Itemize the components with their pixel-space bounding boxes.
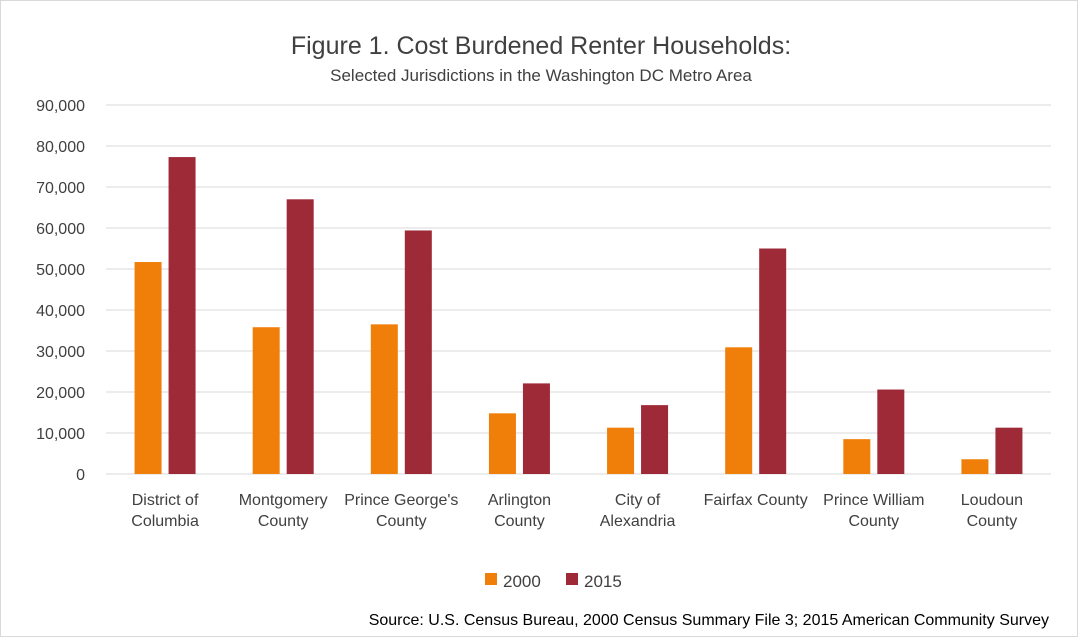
- legend-label-2015: 2015: [584, 572, 622, 591]
- y-tick-label: 10,000: [36, 426, 85, 443]
- bar-2015: [168, 157, 196, 474]
- x-tick-label: Prince George's County: [344, 492, 458, 530]
- y-tick-label: 60,000: [36, 221, 85, 238]
- x-tick-label-line: City of: [615, 492, 661, 509]
- source-note: Source: U.S. Census Bureau, 2000 Census …: [369, 612, 1049, 629]
- bar-2000: [252, 327, 280, 474]
- legend-swatch-2000: [485, 573, 497, 585]
- x-tick-label-line: Loudoun: [961, 492, 1023, 509]
- bar-2000: [607, 427, 635, 474]
- bar-2015: [522, 383, 550, 474]
- x-tick-label-line: District of: [132, 492, 199, 509]
- x-tick-label-line: Arlington: [488, 492, 551, 509]
- y-axis-ticks: 0 10,000 20,000 30,000 40,000 50,000 60,000 70,…: [36, 98, 85, 484]
- x-tick-label-line: County: [494, 513, 545, 530]
- x-tick-label: Arlington County: [488, 492, 551, 530]
- x-tick-label-line: Fairfax County: [704, 492, 808, 509]
- legend-swatch-2015: [566, 573, 578, 585]
- x-tick-label-line: County: [848, 513, 899, 530]
- y-tick-label: 20,000: [36, 385, 85, 402]
- bar-2000: [725, 347, 753, 474]
- x-tick-label: City of Alexandria: [600, 492, 676, 530]
- x-tick-label: District of Columbia: [131, 492, 199, 530]
- x-tick-label: Prince William County: [823, 492, 924, 530]
- bar-2000: [488, 413, 516, 474]
- x-tick-label-line: County: [376, 513, 427, 530]
- bar-2015: [995, 427, 1023, 474]
- bar-2015: [759, 248, 787, 474]
- y-tick-label: 0: [76, 467, 85, 484]
- legend-label-2000: 2000: [503, 572, 541, 591]
- bar-2015: [404, 230, 432, 474]
- x-tick-label-line: Prince William: [823, 492, 924, 509]
- x-tick-label-line: Alexandria: [600, 513, 676, 530]
- y-tick-label: 70,000: [36, 180, 85, 197]
- y-tick-label: 50,000: [36, 262, 85, 279]
- bars: [134, 157, 1023, 475]
- bar-2015: [286, 199, 314, 475]
- y-tick-label: 80,000: [36, 139, 85, 156]
- bar-2015: [877, 389, 905, 474]
- x-tick-label: Loudoun County: [961, 492, 1023, 530]
- x-tick-label: Fairfax County: [704, 492, 808, 509]
- y-tick-label: 40,000: [36, 303, 85, 320]
- chart-subtitle: Selected Jurisdictions in the Washington…: [330, 66, 752, 85]
- bar-2000: [370, 324, 398, 474]
- x-tick-label: Montgomery County: [239, 492, 328, 530]
- chart-title: Figure 1. Cost Burdened Renter Household…: [291, 32, 791, 60]
- bar-2015: [641, 405, 669, 474]
- gridlines: [106, 104, 1051, 475]
- legend: 2000 2015: [485, 572, 622, 591]
- y-tick-label: 30,000: [36, 344, 85, 361]
- y-tick-label: 90,000: [36, 98, 85, 115]
- x-tick-label-line: County: [967, 513, 1018, 530]
- x-tick-label-line: Montgomery: [239, 492, 328, 509]
- x-tick-label-line: County: [258, 513, 309, 530]
- x-tick-label-line: Columbia: [131, 513, 199, 530]
- x-tick-label-line: Prince George's: [344, 492, 458, 509]
- bar-2000: [961, 459, 989, 474]
- bar-2000: [134, 262, 162, 474]
- bar-2000: [843, 439, 871, 474]
